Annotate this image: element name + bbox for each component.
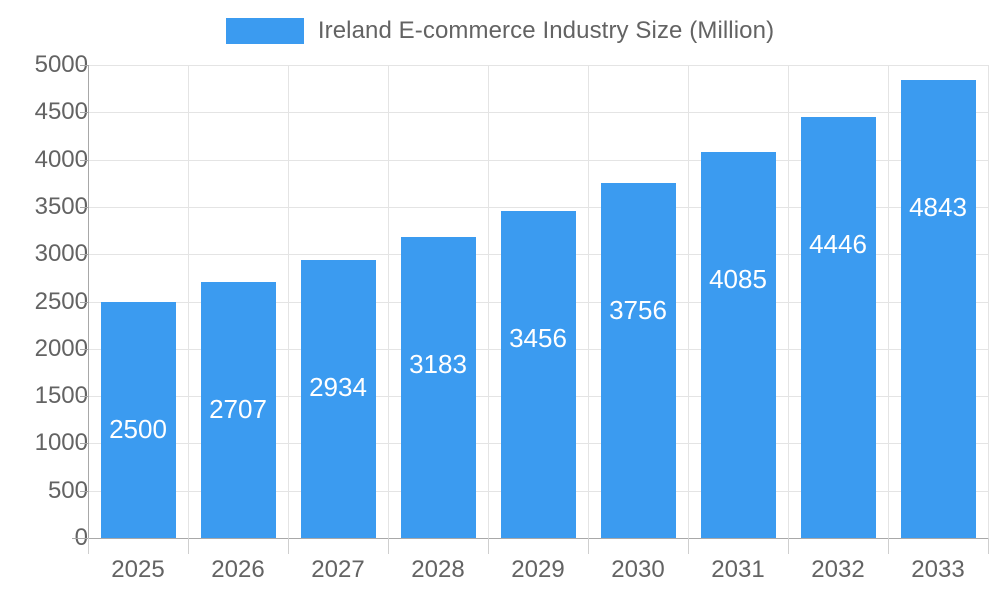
gridline-vertical	[688, 65, 689, 538]
bar[interactable]	[801, 117, 876, 538]
bar-value-label: 3456	[509, 323, 567, 353]
gridline-vertical	[788, 65, 789, 538]
legend-label-ireland-ecommerce[interactable]: Ireland E-commerce Industry Size (Millio…	[317, 17, 775, 44]
y-axis-tick-mark	[80, 159, 88, 161]
x-axis-tick-mark	[888, 538, 889, 554]
gridline-horizontal	[88, 206, 988, 208]
y-axis-tick-label: 2500	[34, 287, 88, 315]
y-axis-tick-mark	[80, 206, 88, 208]
y-axis-tick-label: 1500	[34, 382, 88, 410]
x-axis-tick-mark	[588, 538, 589, 554]
x-axis-tick-mark	[188, 538, 189, 554]
gridline-vertical	[188, 65, 189, 538]
gridline-vertical	[888, 65, 889, 538]
chart-legend: Ireland E-commerce Industry Size (Millio…	[0, 14, 1000, 48]
bar-value-label: 4843	[909, 192, 967, 222]
x-axis-tick-label: 2033	[911, 556, 965, 583]
y-axis-tick-mark	[80, 490, 88, 492]
x-axis-tick-label: 2029	[511, 556, 565, 583]
bar[interactable]	[301, 260, 376, 538]
bar[interactable]	[901, 80, 976, 538]
x-axis-tick-label: 2027	[311, 556, 365, 583]
x-axis-tick-label: 2032	[811, 556, 865, 583]
bar-value-label: 4446	[809, 229, 867, 259]
bar[interactable]	[201, 282, 276, 538]
x-axis-tick-mark	[688, 538, 689, 554]
y-axis-ticks: 0 500 1000 1500 2000 2500 3000 3500 4000 4500 5000	[0, 0, 88, 600]
gridline-horizontal	[88, 159, 988, 161]
x-axis-tick-mark	[488, 538, 489, 554]
y-axis-tick-label: 2000	[34, 334, 88, 362]
y-axis-tick-mark	[80, 112, 88, 114]
gridline-vertical	[388, 65, 389, 538]
y-axis-tick-mark	[80, 348, 88, 350]
y-axis-tick-label: 0	[74, 524, 88, 551]
y-axis-tick-mark	[80, 254, 88, 256]
x-axis-tick-label: 2031	[711, 556, 765, 583]
bar-value-label: 4085	[709, 264, 767, 294]
bar-value-label: 3183	[409, 349, 467, 379]
y-axis-tick-label: 4000	[34, 145, 88, 173]
bar[interactable]	[701, 152, 776, 538]
x-axis-line	[72, 538, 988, 539]
bar-value-label: 2707	[209, 394, 267, 424]
legend-swatch-ireland-ecommerce[interactable]	[225, 18, 304, 44]
bar-value-label: 2500	[109, 414, 167, 444]
x-axis-tick-label: 2030	[611, 556, 665, 583]
bar[interactable]	[601, 183, 676, 538]
y-axis-tick-label: 3000	[34, 240, 88, 268]
gridline-vertical	[588, 65, 589, 538]
bar-value-label: 2934	[309, 372, 367, 402]
y-axis-tick-label: 1000	[34, 429, 88, 457]
y-axis-tick-mark	[80, 443, 88, 445]
y-axis-tick-label: 500	[47, 476, 88, 504]
y-axis-tick-label: 3500	[34, 192, 88, 220]
y-axis-tick-label: 5000	[34, 51, 88, 78]
x-axis-tick-label: 2028	[411, 556, 465, 583]
y-axis-tick-label: 4500	[34, 98, 88, 126]
gridline-horizontal	[88, 112, 988, 114]
x-axis-tick-mark	[288, 538, 289, 554]
y-axis-tick-mark	[80, 301, 88, 303]
x-axis-tick-mark	[388, 538, 389, 554]
x-axis-tick-mark	[788, 538, 789, 554]
x-axis-tick-mark	[988, 538, 989, 554]
gridline-vertical	[288, 65, 289, 538]
x-axis-tick-mark	[88, 538, 89, 554]
y-axis-tick-mark	[80, 65, 88, 66]
x-axis-tick-label: 2026	[211, 556, 265, 583]
gridline-vertical	[488, 65, 489, 538]
x-axis-tick-label: 2025	[111, 556, 165, 583]
gridline-vertical	[988, 65, 989, 538]
plot-area: 2500 2707 2934 3183 3456 3756 4085 4446 4843	[88, 65, 989, 539]
bar[interactable]	[501, 211, 576, 538]
bar[interactable]	[101, 302, 176, 539]
gridline-horizontal	[88, 65, 988, 66]
y-axis-line	[88, 65, 89, 539]
y-axis-tick-mark	[80, 396, 88, 398]
bar-value-label: 3756	[609, 295, 667, 325]
bar[interactable]	[401, 237, 476, 538]
